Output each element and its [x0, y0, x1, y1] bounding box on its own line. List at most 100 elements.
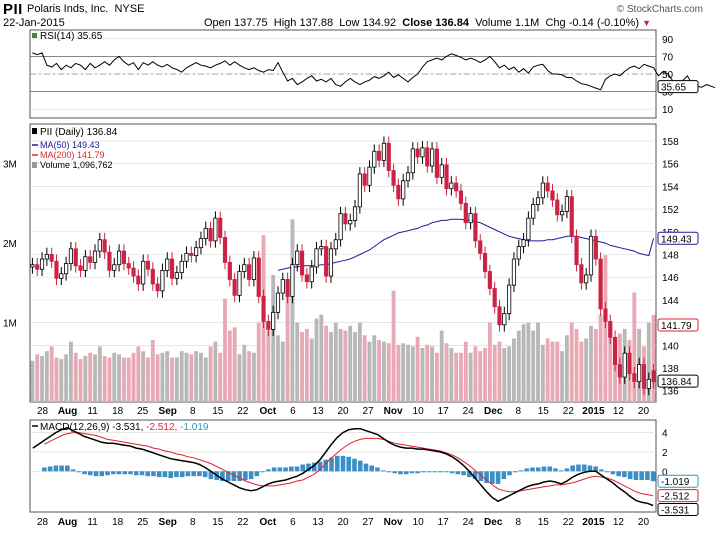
- volume-bar: [170, 357, 174, 402]
- macd-x-tick-label: 22: [563, 517, 575, 528]
- volume-bar: [492, 344, 497, 402]
- candle-body: [203, 227, 208, 240]
- candle-body: [612, 336, 618, 365]
- macd-histogram-bar: [472, 471, 478, 480]
- candle-body: [357, 173, 362, 208]
- macd-x-tick-label: Nov: [384, 517, 403, 528]
- candle-body: [136, 275, 141, 285]
- macd-x-tick-label: 22: [237, 517, 249, 528]
- volume-bar: [425, 344, 430, 402]
- macd-signal-current-value-box: [657, 489, 699, 503]
- price-x-tick-label: Sep: [159, 406, 177, 417]
- macd-signal-line: [44, 432, 654, 497]
- price-tick-label: 154: [662, 182, 679, 193]
- volume-bar: [357, 322, 362, 402]
- volume-bar: [319, 314, 324, 402]
- candle-body: [362, 173, 367, 186]
- low-label: Low: [339, 17, 360, 29]
- volume-bar: [362, 335, 367, 402]
- candle-body: [189, 252, 194, 257]
- macd-histogram-bar: [455, 471, 461, 475]
- candle-body: [338, 213, 343, 241]
- volume-bar: [434, 352, 439, 402]
- candle-body: [603, 308, 608, 322]
- down-arrow-icon: ▼: [642, 18, 651, 28]
- macd-histogram-bar: [260, 471, 265, 473]
- candle-body: [487, 271, 492, 289]
- macd-histogram-bar: [380, 470, 386, 472]
- candle-body: [545, 182, 550, 192]
- macd-histogram-bar: [535, 467, 541, 472]
- candle-body: [222, 237, 228, 263]
- volume-bar: [184, 352, 189, 402]
- macd-histogram-bar: [570, 465, 576, 472]
- macd-histogram-bar: [432, 471, 438, 473]
- macd-histogram-bar: [604, 471, 610, 473]
- macd-x-tick-label: 10: [413, 517, 425, 528]
- volume-bar: [232, 327, 237, 402]
- macd-x-tick-label: 20: [638, 517, 650, 528]
- volume-bar: [44, 351, 49, 402]
- candle-body: [64, 263, 69, 275]
- macd-histogram-bar: [564, 468, 570, 472]
- candle-body: [391, 170, 396, 186]
- candle-body: [439, 164, 444, 178]
- candle-body: [651, 370, 656, 382]
- macd-histogram-bar: [128, 471, 133, 475]
- macd-histogram-bar: [467, 471, 472, 478]
- macd-histogram-bar: [415, 471, 420, 474]
- candle-body: [194, 247, 199, 257]
- macd-histogram-bar: [82, 471, 87, 475]
- price-x-tick-label: 8: [190, 406, 196, 417]
- volume-bar: [324, 325, 329, 402]
- macd-histogram-bar: [352, 458, 357, 472]
- macd-histogram-bar: [59, 465, 64, 472]
- macd-tick-label: 4: [662, 429, 668, 440]
- macd-histogram-bar: [610, 471, 616, 475]
- macd-histogram-bar: [421, 471, 426, 473]
- price-x-tick-label: 20: [337, 406, 349, 417]
- rsi-tick-label: 70: [662, 52, 674, 63]
- volume-bar: [502, 347, 507, 402]
- candle-body: [617, 364, 622, 378]
- volume-bar: [242, 344, 247, 402]
- candle-body: [232, 279, 237, 296]
- volume-bar: [251, 352, 256, 402]
- candle-body: [444, 164, 449, 190]
- macd-histogram-bar: [277, 467, 283, 472]
- candle-body: [247, 264, 252, 280]
- price-x-tick-label: 15: [538, 406, 550, 417]
- candle-body: [386, 142, 391, 171]
- candle-body: [396, 184, 401, 200]
- volume-bar: [304, 328, 309, 402]
- candle-body: [598, 258, 603, 310]
- macd-histogram-bar: [254, 471, 260, 477]
- price-x-tick-label: 18: [112, 406, 124, 417]
- price-x-tick-label: 24: [463, 406, 475, 417]
- macd-histogram-bar: [168, 471, 174, 479]
- macd-x-tick-label: 12: [613, 517, 625, 528]
- volume-bar: [579, 341, 584, 402]
- candle-body: [261, 296, 266, 322]
- price-tick-label: 158: [662, 137, 679, 148]
- volume-bar: [141, 351, 146, 402]
- macd-current-value-box: [657, 503, 699, 517]
- volume-bar: [247, 351, 252, 402]
- volume-bar: [88, 352, 93, 402]
- candle-body: [646, 378, 651, 389]
- macd-histogram-bar: [122, 471, 128, 475]
- candle-body: [304, 274, 309, 283]
- candle-body: [319, 246, 324, 250]
- volume-bar: [444, 343, 449, 402]
- volume-bar: [478, 351, 483, 402]
- volume-bar: [487, 322, 492, 402]
- price-panel: 1581561541521501481461441421401381363M2M…: [3, 123, 699, 403]
- volume-bar: [536, 322, 540, 402]
- macd-histogram-bar: [47, 466, 53, 472]
- candle-body: [497, 306, 502, 326]
- volume-bar: [107, 357, 112, 402]
- macd-histogram-bar: [156, 471, 162, 478]
- price-x-tick-label: 8: [515, 406, 521, 417]
- macd-x-tick-label: 15: [212, 517, 224, 528]
- macd-histogram-bar: [426, 471, 432, 473]
